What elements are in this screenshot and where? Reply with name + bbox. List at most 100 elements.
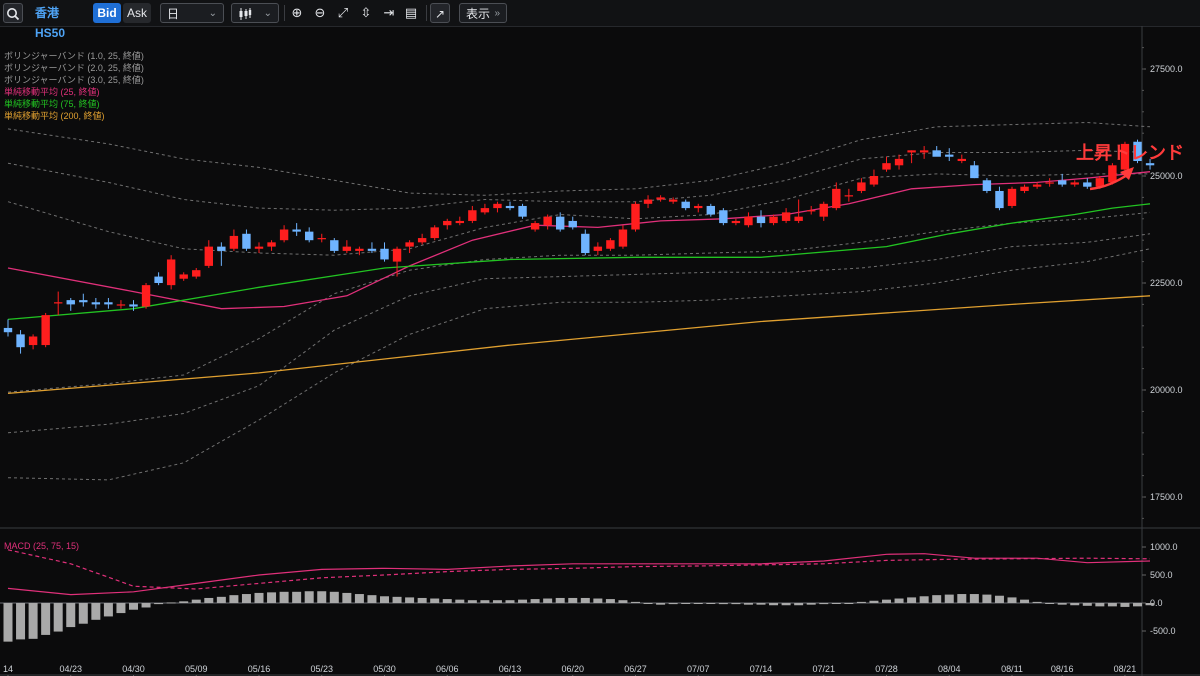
candle-body <box>254 246 264 249</box>
candle-body <box>204 246 213 266</box>
time-tick-label: 06/13 <box>499 664 522 674</box>
macd-histogram-bar <box>354 594 364 603</box>
symbol-label[interactable]: 香港HS50 <box>35 6 66 40</box>
lock-scale-button[interactable]: ⇳ <box>356 3 376 23</box>
ask-button[interactable]: Ask <box>123 3 151 23</box>
candle-body <box>330 240 339 251</box>
time-tick-label: 08/11 <box>1001 664 1023 674</box>
macd-histogram-bar <box>91 603 101 620</box>
time-tick-label: 04/23 <box>59 664 82 674</box>
macd-histogram-bar <box>16 603 26 640</box>
macd-histogram-bar <box>781 603 791 606</box>
fit-button[interactable]: ⤢ <box>333 3 353 23</box>
macd-histogram-bar <box>1045 603 1055 604</box>
zoom-out-icon: ⊖ <box>314 5 326 20</box>
macd-histogram-bar <box>191 599 201 603</box>
candle-body <box>932 150 941 157</box>
indicator-button[interactable]: ↗ <box>430 3 450 23</box>
candle-body <box>756 216 766 224</box>
candle-body <box>807 210 816 212</box>
display-dropdown[interactable]: 表示 » <box>459 3 507 23</box>
macd-histogram-bar <box>3 603 13 642</box>
candle-body <box>982 180 992 191</box>
timeframe-value: 日 <box>167 7 180 21</box>
zoom-in-icon: ⊕ <box>291 5 303 20</box>
candle-body <box>706 205 715 215</box>
zoom-out-button[interactable]: ⊖ <box>310 3 330 23</box>
candle-body <box>1045 182 1054 184</box>
macd-histogram-bar <box>1057 603 1067 605</box>
macd-histogram-bar <box>78 603 88 624</box>
search-button[interactable] <box>3 3 23 23</box>
bollinger-band-line <box>7 173 1150 256</box>
candle-body <box>217 246 226 251</box>
macd-histogram-bar <box>819 603 829 605</box>
zoom-in-button[interactable]: ⊕ <box>287 3 307 23</box>
macd-histogram-bar <box>756 603 766 605</box>
scroll-latest-button[interactable]: ⇥ <box>379 3 399 23</box>
legend-item: 単純移動平均 (200, 終値) <box>4 111 105 121</box>
candle-body <box>568 220 577 228</box>
candle-body <box>380 248 389 260</box>
macd-histogram-bar <box>831 603 841 604</box>
trend-annotation: 上昇トレンド <box>1076 143 1184 163</box>
macd-histogram-bar <box>41 603 51 635</box>
macd-histogram-bar <box>254 592 264 603</box>
lock-icon: ⇳ <box>360 5 372 20</box>
document-button[interactable]: ▤ <box>401 3 421 23</box>
macd-histogram-bar <box>693 603 703 604</box>
candle-body <box>744 216 753 226</box>
candle-body <box>593 246 603 251</box>
macd-histogram-bar <box>241 594 251 603</box>
macd-histogram-bar <box>1095 603 1105 607</box>
macd-histogram-bar <box>769 603 779 606</box>
price-tick-label: 22500.0 <box>1150 278 1183 288</box>
macd-histogram-bar <box>317 591 327 603</box>
candle-body <box>668 199 678 202</box>
time-tick-label: 06/06 <box>436 664 459 674</box>
macd-histogram-bar <box>1107 603 1117 607</box>
timeframe-dropdown[interactable]: 日 ⌄ <box>160 3 224 23</box>
time-tick-label: 08/04 <box>938 664 961 674</box>
candle-body <box>405 242 414 247</box>
candlestick-icon <box>238 8 252 23</box>
candle-body <box>970 165 979 179</box>
candle-body <box>480 208 490 213</box>
macd-histogram-bar <box>204 597 214 603</box>
time-tick-label: 08/16 <box>1051 664 1074 674</box>
chevron-down-icon: ⌄ <box>208 8 217 19</box>
macd-histogram-bar <box>894 598 904 603</box>
macd-histogram-bar <box>919 596 929 603</box>
macd-histogram-bar <box>116 603 126 614</box>
time-tick-label: 05/23 <box>310 664 333 674</box>
macd-histogram-bar <box>179 601 189 603</box>
bollinger-band-line <box>7 233 1151 434</box>
candle-body <box>781 212 791 221</box>
candle-body <box>844 195 854 197</box>
legend-item: ボリンジャーバンド (1.0, 25, 終値) <box>4 51 144 61</box>
candle-body <box>141 285 151 307</box>
candle-body <box>91 302 101 305</box>
price-tick-label: 27500.0 <box>1150 64 1183 74</box>
macd-histogram-bar <box>417 597 427 603</box>
time-tick-label: 06/27 <box>624 664 647 674</box>
macd-tick-label: 500.0 <box>1150 570 1173 580</box>
price-chart[interactable]: 27500.0 25000.0 22500.0 20000.0 17500.0 14 04/… <box>0 26 1200 676</box>
candle-body <box>1020 186 1029 191</box>
chart-type-dropdown[interactable]: ⌄ <box>231 3 279 23</box>
candle-body <box>1058 180 1067 185</box>
macd-histogram-bar <box>304 591 314 603</box>
macd-tick-label: 1000.0 <box>1150 542 1178 552</box>
macd-histogram-bar <box>1032 601 1042 603</box>
candle-body <box>267 242 276 247</box>
candle-body <box>1145 163 1155 166</box>
macd-histogram-bar <box>555 597 565 603</box>
macd-histogram-bar <box>1007 597 1017 603</box>
macd-label: MACD (25, 75, 15) <box>4 541 80 551</box>
bid-button[interactable]: Bid <box>93 3 121 23</box>
expand-icon: ⤢ <box>337 5 349 20</box>
sma75-line <box>7 203 1151 321</box>
chart-add-icon: ↗ <box>434 7 446 21</box>
macd-histogram-bar <box>1082 603 1092 606</box>
candle-body <box>79 300 88 303</box>
